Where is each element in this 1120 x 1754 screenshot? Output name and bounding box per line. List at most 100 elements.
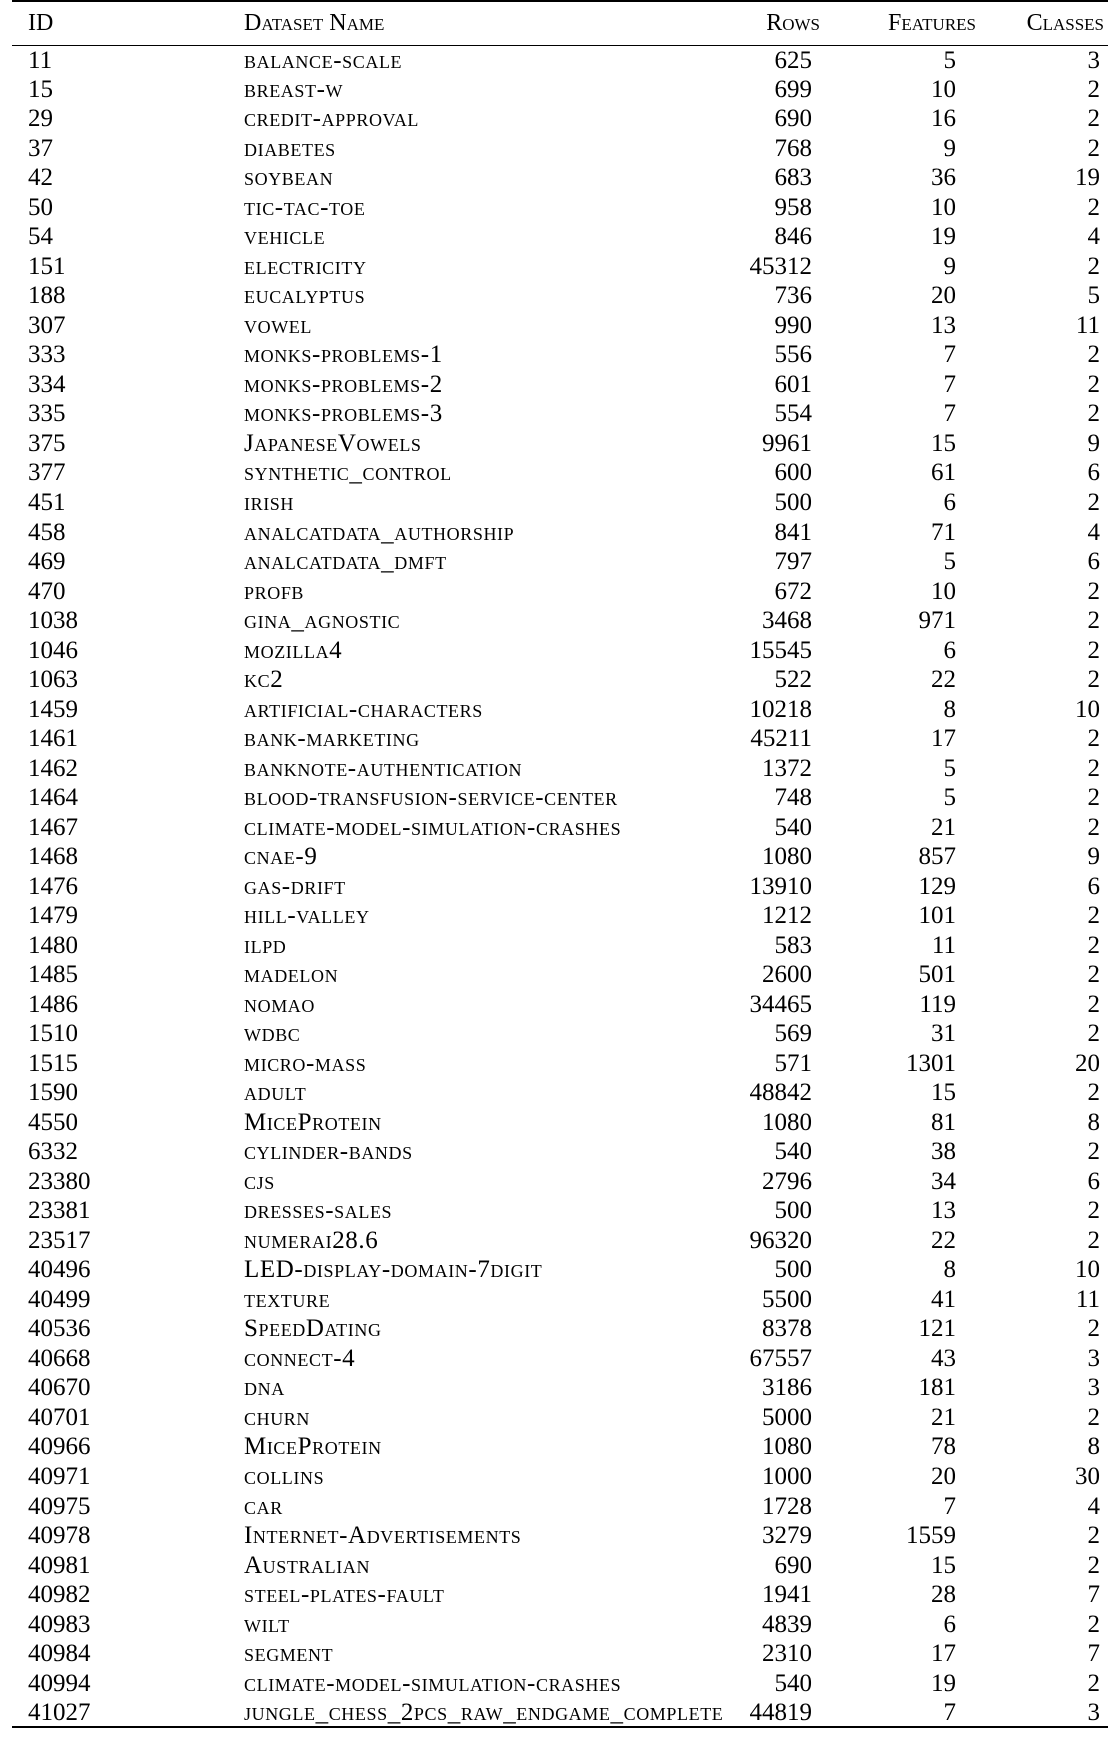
cell-features: 11: [931, 931, 956, 959]
cell-dataset-name: electricity: [244, 252, 367, 280]
table-row: 40966 MiceProtein 1080 78 8: [12, 1432, 1108, 1462]
cell-id: 37: [28, 134, 53, 162]
cell-id: 40981: [28, 1551, 91, 1579]
cell-dataset-name: nomao: [244, 990, 316, 1018]
header-id: ID: [28, 9, 54, 36]
cell-features: 5: [943, 784, 957, 812]
cell-dataset-name: monks-problems-3: [244, 400, 443, 428]
table-row: 1590 adult 48842 15 2: [12, 1078, 1108, 1108]
cell-classes: 7: [1087, 1640, 1101, 1668]
cell-dataset-name: climate-model-simulation-crashes: [244, 1669, 622, 1697]
cell-id: 42: [28, 164, 53, 192]
table-row: 40536 SpeedDating 8378 121 2: [12, 1314, 1108, 1344]
table-row: 375 JapaneseVowels 9961 15 9: [12, 429, 1108, 459]
table-row: 40701 churn 5000 21 2: [12, 1403, 1108, 1433]
cell-dataset-name: monks-problems-1: [244, 341, 443, 369]
cell-classes: 2: [1087, 636, 1101, 664]
cell-classes: 2: [1087, 902, 1101, 930]
cell-rows: 67557: [749, 1344, 813, 1372]
table-row: 458 analcatdata_authorship 841 71 4: [12, 517, 1108, 547]
cell-features: 78: [931, 1433, 956, 1461]
cell-dataset-name: profb: [244, 577, 305, 605]
cell-id: 451: [28, 488, 66, 516]
cell-id: 377: [28, 459, 66, 487]
table-row: 1046 mozilla4 15545 6 2: [12, 635, 1108, 665]
cell-classes: 2: [1087, 488, 1101, 516]
cell-classes: 3: [1087, 1374, 1101, 1402]
cell-classes: 4: [1087, 518, 1101, 546]
cell-features: 7: [943, 370, 957, 398]
cell-dataset-name: car: [244, 1492, 283, 1520]
cell-dataset-name: steel-plates-fault: [244, 1581, 445, 1609]
cell-rows: 583: [774, 931, 813, 959]
cell-classes: 2: [1087, 1522, 1101, 1550]
cell-dataset-name: JapaneseVowels: [244, 429, 422, 457]
table-row: 40971 collins 1000 20 30: [12, 1462, 1108, 1492]
cell-classes: 19: [1075, 164, 1100, 192]
cell-dataset-name: micro-mass: [244, 1049, 367, 1077]
cell-features: 16: [931, 105, 956, 133]
cell-id: 29: [28, 105, 53, 133]
cell-dataset-name: credit-approval: [244, 105, 420, 133]
cell-id: 4550: [28, 1108, 78, 1136]
cell-rows: 45211: [750, 725, 812, 753]
cell-classes: 2: [1087, 784, 1101, 812]
cell-dataset-name: Internet-Advertisements: [244, 1522, 522, 1550]
cell-features: 121: [918, 1315, 957, 1343]
table-row: 42 soybean 683 36 19: [12, 163, 1108, 193]
cell-id: 41027: [28, 1698, 91, 1726]
cell-classes: 2: [1087, 1138, 1101, 1166]
cell-features: 10: [931, 577, 956, 605]
cell-rows: 540: [774, 1138, 813, 1166]
table-row: 40984 segment 2310 17 7: [12, 1639, 1108, 1669]
cell-classes: 2: [1087, 370, 1101, 398]
cell-id: 15: [28, 75, 53, 103]
cell-rows: 736: [774, 282, 813, 310]
cell-classes: 2: [1087, 754, 1101, 782]
cell-id: 375: [28, 429, 66, 457]
cell-features: 8: [943, 1256, 957, 1284]
cell-features: 17: [931, 725, 956, 753]
cell-features: 22: [931, 1226, 956, 1254]
cell-features: 13: [931, 311, 956, 339]
table-row: 1479 hill-valley 1212 101 2: [12, 901, 1108, 931]
cell-rows: 1080: [762, 843, 812, 871]
cell-dataset-name: tic-tac-toe: [244, 193, 366, 221]
cell-dataset-name: LED-display-domain-7digit: [244, 1256, 543, 1284]
cell-id: 40984: [28, 1640, 91, 1668]
cell-dataset-name: vehicle: [244, 223, 326, 251]
cell-rows: 15545: [749, 636, 813, 664]
cell-classes: 2: [1087, 252, 1101, 280]
cell-dataset-name: gas-drift: [244, 872, 346, 900]
cell-rows: 990: [774, 311, 813, 339]
cell-rows: 540: [774, 1669, 813, 1697]
cell-id: 40994: [28, 1669, 91, 1697]
cell-dataset-name: wilt: [244, 1610, 290, 1638]
cell-features: 6: [943, 1610, 957, 1638]
cell-classes: 2: [1087, 341, 1101, 369]
cell-rows: 8378: [762, 1315, 812, 1343]
cell-classes: 6: [1087, 459, 1101, 487]
cell-classes: 2: [1087, 1197, 1101, 1225]
cell-classes: 6: [1087, 548, 1101, 576]
cell-id: 54: [28, 223, 53, 251]
header-dataset-name: Dataset Name: [244, 9, 385, 36]
cell-features: 81: [931, 1108, 956, 1136]
cell-features: 9: [943, 252, 957, 280]
table-row: 40670 dna 3186 181 3: [12, 1373, 1108, 1403]
cell-dataset-name: banknote-authentication: [244, 754, 523, 782]
table-row: 23380 cjs 2796 34 6: [12, 1167, 1108, 1197]
cell-id: 40670: [28, 1374, 91, 1402]
cell-classes: 2: [1087, 1226, 1101, 1254]
cell-rows: 34465: [749, 990, 813, 1018]
cell-dataset-name: climate-model-simulation-crashes: [244, 813, 622, 841]
cell-features: 13: [931, 1197, 956, 1225]
cell-dataset-name: cylinder-bands: [244, 1138, 413, 1166]
cell-rows: 3186: [762, 1374, 812, 1402]
cell-classes: 2: [1087, 75, 1101, 103]
cell-features: 8: [943, 695, 957, 723]
cell-rows: 554: [774, 400, 813, 428]
cell-id: 1459: [28, 695, 78, 723]
cell-id: 40536: [28, 1315, 91, 1343]
cell-features: 71: [931, 518, 956, 546]
